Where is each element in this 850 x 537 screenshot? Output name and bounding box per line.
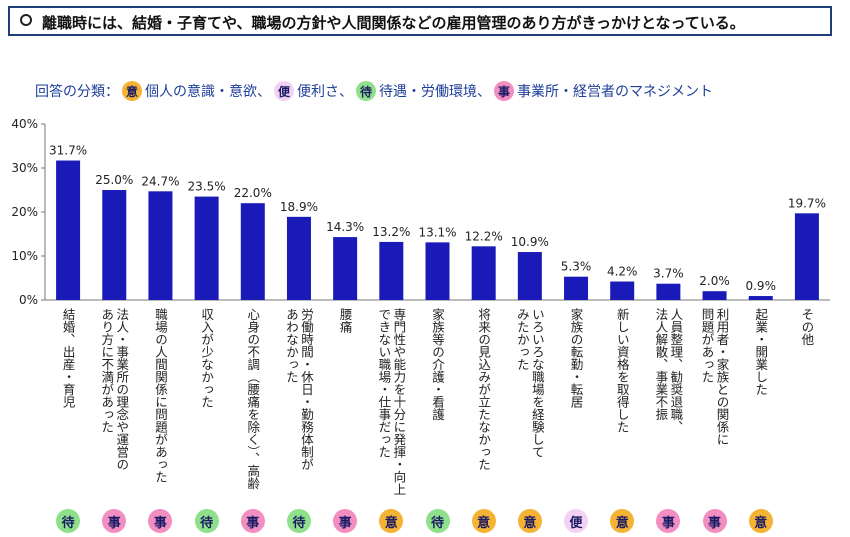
legend-label-taigu: 待遇・労働環境、 xyxy=(379,84,491,100)
data-label: 0.9% xyxy=(745,279,776,293)
x-category-label: 起業・開業した xyxy=(753,308,768,396)
category-badge: 事 xyxy=(148,509,173,533)
data-label: 3.7% xyxy=(653,267,684,281)
x-category-label: 将来の見込みが立たなかった xyxy=(476,308,491,471)
x-category-label: その他 xyxy=(799,308,814,346)
x-category-label: あわなかった xyxy=(284,308,299,383)
data-label: 13.1% xyxy=(418,225,456,239)
data-label: 19.7% xyxy=(788,196,826,210)
category-badge: 便 xyxy=(564,509,589,533)
bar xyxy=(425,242,450,300)
bar xyxy=(471,246,496,300)
data-label: 12.2% xyxy=(465,229,503,243)
data-label: 31.7% xyxy=(49,144,87,158)
category-badge: 事 xyxy=(240,509,265,533)
bar xyxy=(748,296,773,300)
bar xyxy=(794,213,819,300)
x-category-label: 法人解散、事業不振 xyxy=(653,308,668,421)
category-badge: 事 xyxy=(333,509,358,533)
category-badge: 意 xyxy=(748,509,773,533)
x-category-label: 収入が少なかった xyxy=(199,308,214,408)
legend-label-benri: 便利さ、 xyxy=(297,84,353,100)
legend-item-taigu: 待 待遇・労働環境、 xyxy=(353,81,491,101)
category-badge: 事 xyxy=(102,509,127,533)
bar xyxy=(56,160,81,300)
x-category-label: 人員整理、勧奨退職、 xyxy=(668,308,683,433)
data-label: 23.5% xyxy=(188,180,226,194)
x-category-label: 腰痛 xyxy=(338,308,353,334)
y-tick-label: 20% xyxy=(11,205,38,219)
category-badge: 事 xyxy=(656,509,681,533)
legend-badge-benri: 便 xyxy=(274,81,294,101)
bar xyxy=(656,283,681,300)
x-category-label: 問題があった xyxy=(700,308,715,383)
bar xyxy=(333,237,358,300)
category-badge: 意 xyxy=(379,509,404,533)
x-category-label: 結婚、出産・育児 xyxy=(61,308,76,409)
data-label: 13.2% xyxy=(372,225,410,239)
legend-badge-ishiki: 意 xyxy=(122,81,142,101)
bar xyxy=(194,196,219,300)
legend-prefix: 回答の分類： xyxy=(35,84,119,100)
legend-item-benri: 便 便利さ、 xyxy=(271,81,353,101)
data-label: 5.3% xyxy=(561,260,592,274)
bar xyxy=(517,252,542,300)
category-badge: 待 xyxy=(286,509,311,533)
data-label: 18.9% xyxy=(280,200,318,214)
category-badge: 待 xyxy=(56,509,81,533)
x-category-label: 法人・事業所の理念や運営の xyxy=(114,308,129,471)
bar xyxy=(148,191,173,300)
y-tick-label: 10% xyxy=(11,249,38,263)
data-label: 2.0% xyxy=(699,274,730,288)
x-category-label: みたかった xyxy=(515,308,530,371)
x-category-label: 労働時間・休日・勤務体制が xyxy=(299,308,314,471)
bar xyxy=(379,241,404,300)
x-category-label: 家族の転勤・転居 xyxy=(569,307,584,409)
category-badge: 待 xyxy=(194,509,219,533)
chart-legend: 回答の分類： 意 個人の意識・意欲、 便 便利さ、 待 待遇・労働環境、 事 事… xyxy=(35,80,713,102)
circle-bullet-icon xyxy=(20,14,32,26)
category-badge: 意 xyxy=(517,509,542,533)
data-label: 4.2% xyxy=(607,265,638,279)
headline-text: 離職時には、結婚・子育てや、職場の方針や人間関係などの雇用管理のあり方がきっかけ… xyxy=(42,14,745,32)
x-category-label: いろいろな職場を経験して xyxy=(530,308,545,458)
data-label: 14.3% xyxy=(326,220,364,234)
x-category-label: 新しい資格を取得した xyxy=(615,307,630,433)
bar xyxy=(610,281,635,300)
bar xyxy=(240,203,265,300)
headline-box: 離職時には、結婚・子育てや、職場の方針や人間関係などの雇用管理のあり方がきっかけ… xyxy=(8,6,832,36)
category-badge: 事 xyxy=(702,509,727,533)
data-label: 10.9% xyxy=(511,235,549,249)
legend-label-jigyo: 事業所・経営者のマネジメント xyxy=(517,84,713,100)
data-label: 22.0% xyxy=(234,186,272,200)
legend-label-ishiki: 個人の意識・意欲、 xyxy=(145,84,271,100)
x-category-label: あり方に不満があった xyxy=(99,308,114,433)
x-category-label: 利用者・家族との関係に xyxy=(715,308,730,446)
bar xyxy=(286,216,311,300)
x-category-label: 家族等の介護・看護 xyxy=(430,307,445,421)
category-badge: 意 xyxy=(610,509,635,533)
x-category-label: 職場の人間関係に問題があった xyxy=(153,308,168,483)
bar xyxy=(564,276,589,300)
x-category-label: できない職場・仕事だった xyxy=(376,308,391,458)
legend-item-jigyo: 事 事業所・経営者のマネジメント xyxy=(491,81,713,101)
y-tick-label: 30% xyxy=(11,161,38,175)
bar xyxy=(102,190,127,300)
y-tick-label: 0% xyxy=(19,293,38,307)
category-badge: 待 xyxy=(425,509,450,533)
bar xyxy=(702,291,727,300)
category-badge: 意 xyxy=(471,509,496,533)
data-label: 24.7% xyxy=(141,174,179,188)
y-tick-label: 40% xyxy=(11,117,38,131)
x-category-label: 心身の不調（腰痛を除く）、高齢 xyxy=(245,308,260,489)
x-category-label: 専門性や能力を十分に発揮・向上 xyxy=(391,308,406,496)
legend-badge-taigu: 待 xyxy=(356,81,376,101)
data-label: 25.0% xyxy=(95,173,133,187)
legend-item-ishiki: 意 個人の意識・意欲、 xyxy=(119,81,271,101)
legend-badge-jigyo: 事 xyxy=(494,81,514,101)
